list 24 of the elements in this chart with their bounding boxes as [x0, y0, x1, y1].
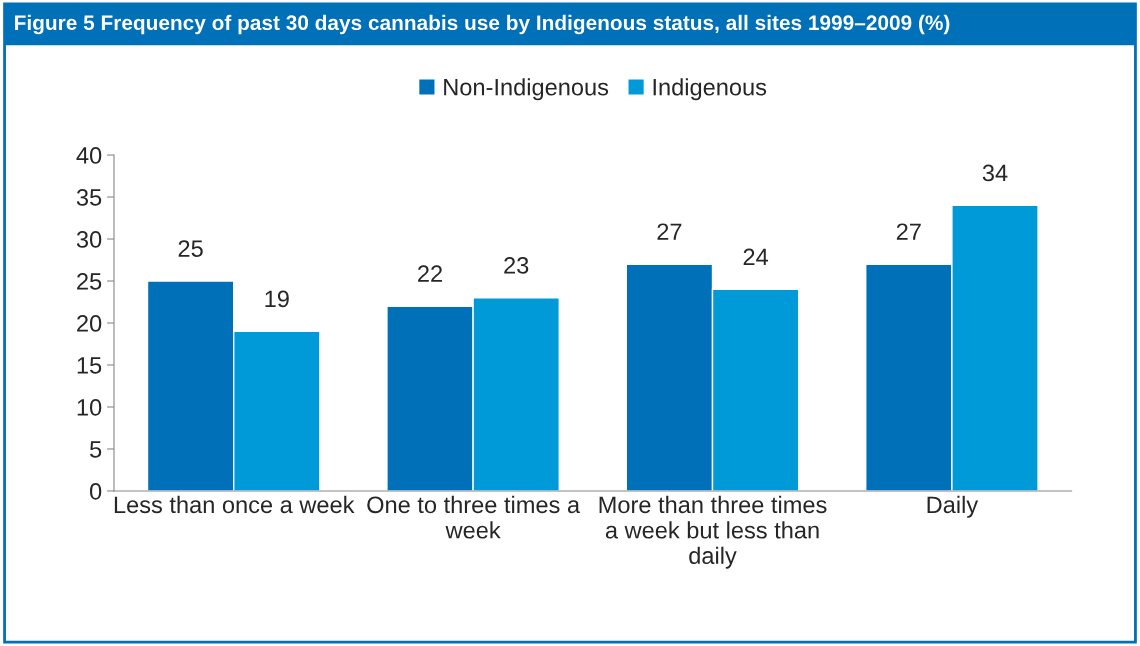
y-tick-label: 30: [76, 231, 102, 248]
data-label: 34: [982, 164, 1008, 182]
y-tick-label: 25: [77, 273, 102, 290]
legend-label: Indigenous: [653, 78, 767, 101]
data-label: 25: [178, 240, 203, 257]
x-tick-label: More than three times a week but less than daily: [599, 495, 827, 569]
data-label: 22: [418, 265, 442, 282]
data-label: 23: [504, 256, 529, 274]
chart-title: Figure 5 Frequency of past 30 days cannabis use by Indigenous status, all sites 1999–2009 (%): [15, 14, 950, 35]
y-tick-label: 20: [77, 315, 102, 332]
legend-label: Non-Indigenous: [444, 78, 609, 101]
y-tick-label: 35: [76, 189, 102, 206]
y-tick-label: 5: [90, 441, 102, 458]
data-label: 27: [657, 223, 682, 240]
x-tick-label: Daily: [927, 495, 979, 518]
x-tick-label: One to three times a week: [367, 495, 581, 539]
data-label: 19: [265, 290, 289, 308]
data-label: 27: [896, 223, 921, 240]
data-label: 24: [743, 248, 769, 266]
y-tick-label: 15: [77, 357, 102, 374]
y-tick-label: 10: [77, 399, 102, 416]
y-tick-label: 0: [89, 483, 102, 500]
y-tick-label: 40: [76, 147, 102, 164]
x-tick-label: Less than once a week: [114, 495, 355, 514]
